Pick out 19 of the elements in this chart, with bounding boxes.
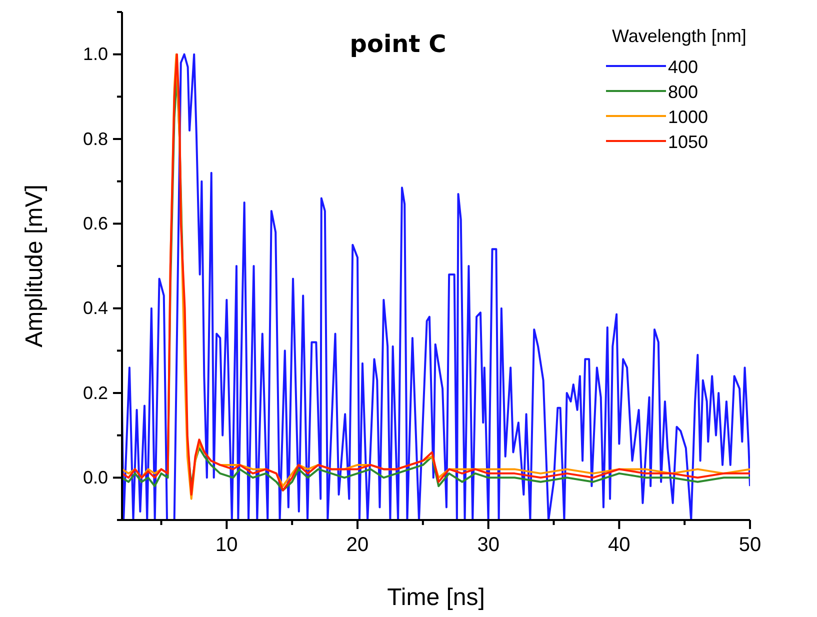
y-tick-label: 0.8	[82, 128, 108, 149]
legend-label: 1050	[668, 132, 708, 152]
y-tick-label: 1.0	[82, 44, 108, 64]
x-tick-label: 10	[216, 534, 238, 556]
legend-title: Wavelength [nm]	[612, 26, 746, 46]
text: point C	[350, 30, 446, 58]
x-axis-title: Time [ns]	[387, 584, 485, 611]
legend-label: 1000	[668, 107, 708, 127]
y-tick-label: 0.4	[82, 298, 108, 318]
x-tick-label: 50	[738, 534, 762, 556]
y-axis-title: Amplitude [mV]	[21, 184, 48, 348]
legend-label: 400	[668, 57, 698, 77]
x-tick-label: 30	[477, 534, 500, 556]
y-tick-label: 0.0	[82, 467, 108, 488]
legend-label: 800	[668, 82, 698, 102]
y-tick-label: 0.2	[82, 382, 108, 403]
x-tick-label: 40	[608, 534, 630, 556]
y-tick-label: 0.6	[82, 213, 108, 234]
x-tick-label: 20	[346, 534, 369, 556]
